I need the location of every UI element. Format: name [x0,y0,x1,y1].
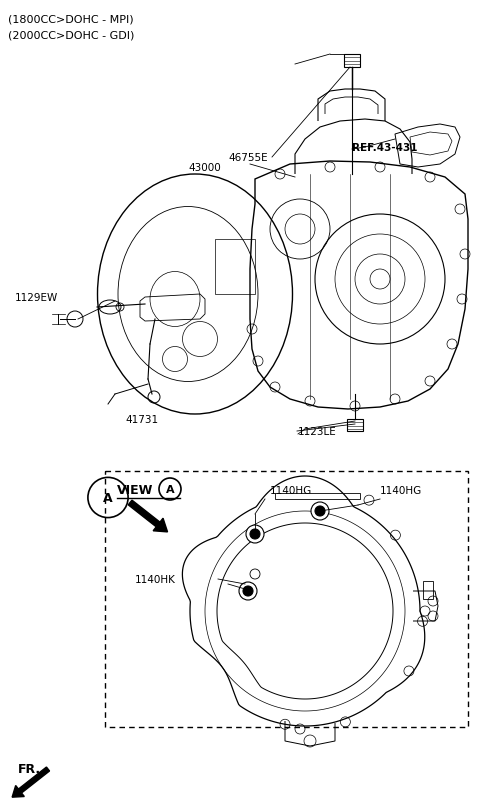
Polygon shape [347,419,363,431]
Text: 41731: 41731 [125,414,158,425]
Text: 1140HG: 1140HG [380,485,422,495]
Text: 1129EW: 1129EW [15,292,58,303]
Circle shape [243,586,253,597]
Text: VIEW: VIEW [117,483,154,496]
Circle shape [311,503,329,520]
Text: A: A [166,484,174,495]
Text: (1800CC>DOHC - MPI): (1800CC>DOHC - MPI) [8,14,133,24]
Polygon shape [344,55,360,68]
Text: 43000: 43000 [188,163,221,173]
Circle shape [250,529,260,540]
Text: FR.: FR. [18,763,41,776]
Circle shape [239,582,257,601]
Text: A: A [103,491,113,504]
Circle shape [246,525,264,544]
Text: (2000CC>DOHC - GDI): (2000CC>DOHC - GDI) [8,30,134,40]
Circle shape [315,507,325,516]
Bar [105,471,468,727]
FancyArrow shape [12,767,49,797]
Text: 46755E: 46755E [228,153,268,163]
FancyArrow shape [128,500,168,532]
Text: REF.43-431: REF.43-431 [352,143,418,153]
Text: 1140HG: 1140HG [270,485,312,495]
Text: 1140HK: 1140HK [135,574,176,585]
Text: 1123LE: 1123LE [298,426,337,437]
